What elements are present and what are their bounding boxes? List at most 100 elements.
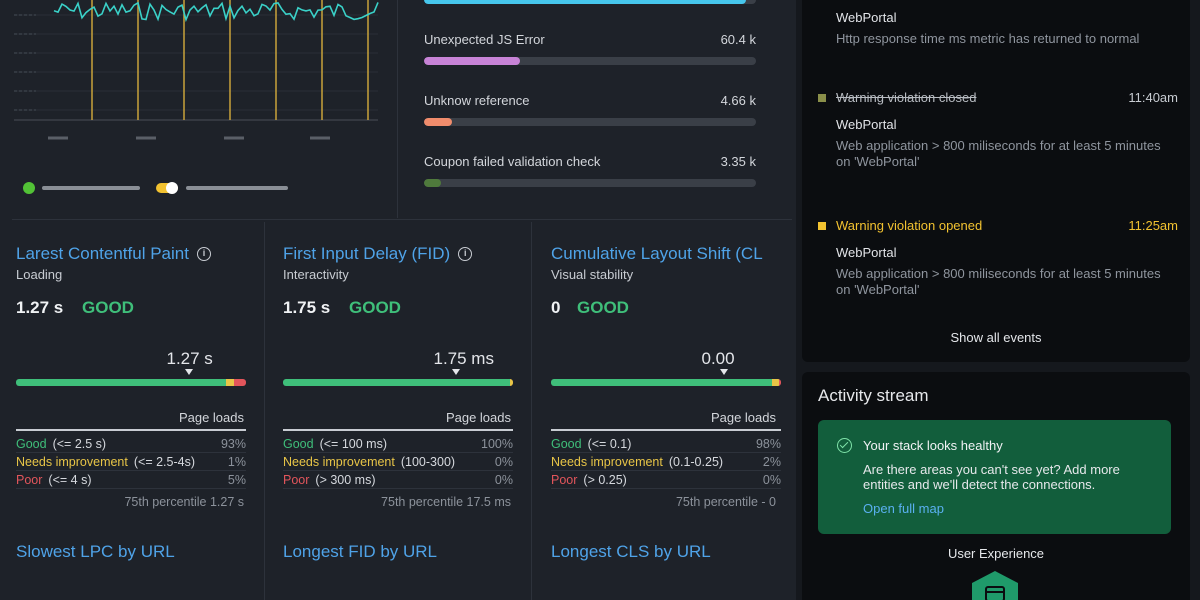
table-row: Needs improvement (100-300) 0% xyxy=(283,453,513,471)
event-title-wrap: Warning violation closed xyxy=(818,90,976,105)
error-item-header: Coupon failed validation check 3.35 k xyxy=(424,154,756,169)
error-progress-fill xyxy=(424,179,441,187)
open-full-map-link[interactable]: Open full map xyxy=(863,501,944,516)
vital-marker-value: 1.75 ms xyxy=(433,349,494,368)
vital-bar-segment xyxy=(771,379,779,386)
table-row: Poor (> 300 ms) 0% xyxy=(283,471,513,489)
event-item[interactable]: Warning violation closed 11:40am WebPort… xyxy=(818,90,1178,170)
vital-url-link[interactable]: Longest CLS by URL xyxy=(551,542,711,561)
vital-table: Good (<= 2.5 s) 93% Needs improvement (<= … xyxy=(16,435,246,489)
event-source: WebPortal xyxy=(836,245,897,260)
event-time: 11:40am xyxy=(1128,90,1178,105)
legend-dot-1[interactable] xyxy=(23,182,35,194)
rating-percent: 100% xyxy=(481,437,513,451)
vital-title-text[interactable]: First Input Delay (FID) xyxy=(283,244,451,263)
rating-range: (<= 0.1) xyxy=(587,437,632,451)
chart-legend xyxy=(22,180,322,196)
event-time: 11:25am xyxy=(1128,218,1178,233)
table-rule xyxy=(16,429,246,431)
rating-range: (<= 4 s) xyxy=(48,473,92,487)
activity-panel: Activity stream Your stack looks healthy… xyxy=(802,372,1190,600)
vital-bar-segment xyxy=(234,379,246,386)
vital-title[interactable]: Cumulative Layout Shift (CL xyxy=(551,244,763,264)
row-label: Needs improvement (<= 2.5-4s) xyxy=(16,453,195,470)
error-item-header: Unknow reference 4.66 k xyxy=(424,93,756,108)
rating-label: Needs improvement xyxy=(283,455,395,469)
error-progress-fill xyxy=(424,118,453,126)
row-label: Needs improvement (0.1-0.25) xyxy=(551,453,723,470)
error-item[interactable]: Unknow reference 4.66 k xyxy=(424,93,756,126)
error-progress-track xyxy=(424,118,756,126)
error-label: Unexpected JS Error xyxy=(424,32,545,47)
rating-range: (0.1-0.25) xyxy=(668,455,724,469)
vital-table: Good (<= 100 ms) 100% Needs improvement (1… xyxy=(283,435,513,489)
vital-url-link[interactable]: Slowest LPC by URL xyxy=(16,542,175,561)
show-all-events-button[interactable]: Show all events xyxy=(950,330,1042,345)
vital-marker-value: 1.27 s xyxy=(166,349,213,368)
legend-svg xyxy=(23,182,288,194)
rating-label: Good xyxy=(551,437,582,451)
rating-percent: 93% xyxy=(220,437,246,451)
row-label: Needs improvement (100-300) xyxy=(283,453,455,470)
health-card: Your stack looks healthy Are there areas… xyxy=(818,420,1171,534)
error-progress-track xyxy=(424,0,756,4)
vital-subtitle: Interactivity xyxy=(283,267,349,282)
vital-marker-value: 0.00 xyxy=(701,349,735,368)
vital-value: 0 xyxy=(551,298,561,317)
vital-title[interactable]: Larest Contentful Paint i xyxy=(16,244,211,264)
vital-marker-pointer xyxy=(184,369,193,375)
error-progress-track xyxy=(424,57,756,65)
legend-toggle-knob[interactable] xyxy=(166,182,178,194)
vital-status: GOOD xyxy=(577,298,629,317)
rating-range: (<= 2.5-4s) xyxy=(133,455,195,469)
errors-panel: Unexpected JS Error 60.4 k Unknow refere… xyxy=(398,0,796,218)
table-row: Good (<= 100 ms) 100% xyxy=(283,435,513,453)
health-card-title: Your stack looks healthy xyxy=(863,438,1003,453)
error-progress-fill xyxy=(424,0,747,4)
vital-status: GOOD xyxy=(82,298,134,317)
vital-bar-segment xyxy=(551,379,772,386)
rating-label: Good xyxy=(283,437,314,451)
health-card-text: Are there areas you can't see yet? Add m… xyxy=(863,462,1120,492)
row-label: Poor (> 300 ms) xyxy=(283,471,376,488)
rating-range: (> 0.25) xyxy=(583,473,627,487)
main-panel: Unexpected JS Error 60.4 k Unknow refere… xyxy=(0,0,796,600)
vital-value: 1.27 s xyxy=(16,298,64,317)
table-row: Poor (> 0.25) 0% xyxy=(551,471,781,489)
user-experience-label: User Experience xyxy=(947,546,1045,561)
info-icon[interactable]: i xyxy=(196,247,211,261)
percentile-text: 75th percentile 1.27 s xyxy=(124,495,244,509)
table-row: Needs improvement (<= 2.5-4s) 1% xyxy=(16,453,246,471)
vital-status: GOOD xyxy=(349,298,401,317)
event-status-square-icon xyxy=(818,94,826,102)
event-source: WebPortal xyxy=(836,117,897,132)
vital-lcp: Larest Contentful Paint i Loading 1.27 s… xyxy=(0,222,265,600)
error-item[interactable]: Unexpected JS Error 60.4 k xyxy=(424,32,756,65)
vital-title-text[interactable]: Cumulative Layout Shift (CL xyxy=(551,244,763,263)
info-icon[interactable]: i xyxy=(458,247,473,261)
error-label: Coupon failed validation check xyxy=(424,154,601,169)
vital-subtitle: Visual stability xyxy=(551,267,634,282)
vital-distribution-bar xyxy=(16,379,246,386)
event-source: WebPortal xyxy=(836,10,897,25)
vital-title[interactable]: First Input Delay (FID) i xyxy=(283,244,473,264)
error-progress-track xyxy=(424,179,756,187)
error-item-header: Unexpected JS Error 60.4 k xyxy=(424,32,756,47)
rating-label: Poor xyxy=(551,473,578,487)
event-item[interactable]: Warning violation opened 11:25am WebPort… xyxy=(818,218,1178,298)
error-item[interactable] xyxy=(424,0,756,4)
rating-label: Poor xyxy=(283,473,310,487)
page-loads-label: Page loads xyxy=(178,410,244,425)
table-row: Good (<= 0.1) 98% xyxy=(551,435,781,453)
vital-cls: Cumulative Layout Shift (CL Visual stabi… xyxy=(535,222,796,600)
user-experience-hex-icon[interactable] xyxy=(970,571,1020,600)
vital-title-text[interactable]: Larest Contentful Paint xyxy=(16,244,189,263)
rating-range: (<= 2.5 s) xyxy=(52,437,107,451)
percentile-text: 75th percentile - 0 xyxy=(675,495,776,509)
vital-subtitle: Loading xyxy=(16,267,63,282)
event-item[interactable]: WebPortal Http response time ms metric h… xyxy=(818,10,1178,47)
error-item[interactable]: Coupon failed validation check 3.35 k xyxy=(424,154,756,187)
vital-value: 1.75 s xyxy=(283,298,331,317)
table-row: Good (<= 2.5 s) 93% xyxy=(16,435,246,453)
vital-url-link[interactable]: Longest FID by URL xyxy=(283,542,438,561)
